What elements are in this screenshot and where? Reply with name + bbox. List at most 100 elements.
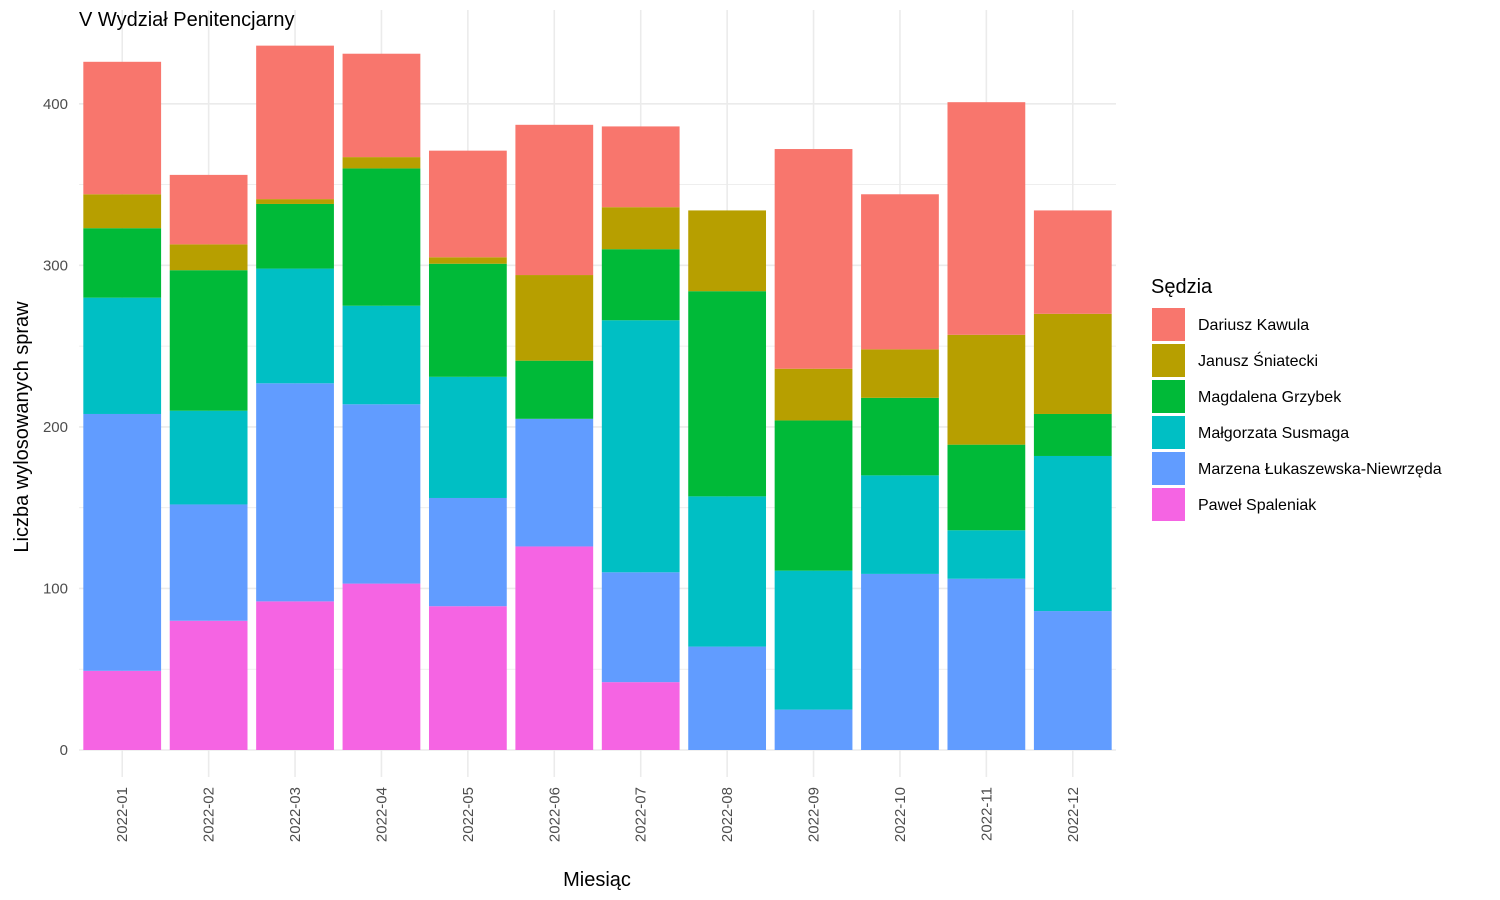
y-tick-label: 200 — [43, 419, 68, 436]
bar-segment — [688, 291, 767, 497]
bar-segment — [688, 496, 767, 647]
legend-label: Janusz Śniatecki — [1198, 351, 1318, 370]
x-tick-label: 2022-02 — [201, 787, 218, 842]
bar-segment — [774, 149, 853, 369]
y-tick-label: 400 — [43, 96, 68, 113]
x-tick-label: 2022-08 — [719, 787, 736, 842]
bars — [83, 45, 1112, 750]
bar-segment — [1033, 455, 1112, 612]
legend-label: Paweł Spaleniak — [1198, 497, 1317, 514]
bar-segment — [428, 497, 507, 607]
bar-segment — [428, 376, 507, 498]
bar-segment — [947, 444, 1026, 531]
y-axis-title: Liczba wylosowanych spraw — [11, 301, 33, 553]
bar-segment — [601, 126, 680, 208]
bar-segment — [1033, 210, 1112, 314]
x-tick-label: 2022-06 — [546, 787, 563, 842]
bar-segment — [256, 383, 334, 602]
bar-segment — [83, 228, 162, 298]
bar-segment — [428, 606, 507, 750]
legend-key — [1152, 380, 1185, 413]
bar-segment — [83, 61, 162, 195]
bar-segment — [947, 530, 1026, 579]
bar-segment — [861, 475, 939, 574]
bar-segment — [1033, 313, 1112, 414]
bar-segment — [256, 601, 334, 750]
x-axis-ticks: 2022-01 2022-02 2022-03 2022-04 2022-05 2022-… — [114, 787, 1082, 842]
legend-label: Dariusz Kawula — [1198, 317, 1309, 334]
bar-segment — [515, 360, 594, 419]
bar-segment — [515, 124, 594, 276]
bar-segment — [1033, 611, 1112, 750]
bar-segment — [515, 418, 594, 547]
legend-key — [1152, 308, 1185, 341]
x-tick-label: 2022-04 — [373, 787, 390, 842]
x-tick-label: 2022-10 — [892, 787, 909, 842]
bar-segment — [342, 53, 421, 158]
bar-segment — [428, 263, 507, 377]
bar-segment — [83, 297, 162, 414]
bar-segment — [601, 572, 680, 683]
bar-segment — [342, 157, 421, 169]
x-axis-title: Miesiąc — [563, 869, 631, 891]
bar-segment — [342, 168, 421, 306]
x-tick-label: 2022-11 — [978, 787, 995, 841]
bar-segment — [428, 257, 507, 264]
legend-key — [1152, 344, 1185, 377]
y-axis-ticks: 0 100 200 300 400 — [43, 96, 68, 759]
legend-key — [1152, 452, 1185, 485]
bar-segment — [1033, 413, 1112, 456]
bar-segment — [83, 194, 162, 229]
bar-segment — [256, 268, 334, 384]
legend-key — [1152, 488, 1185, 521]
bar-segment — [169, 270, 248, 411]
bar-segment — [169, 410, 248, 505]
legend: Sędzia Dariusz Kawula Janusz Śniatecki Mag… — [1151, 276, 1442, 521]
bar-segment — [861, 573, 939, 750]
bar-segment — [601, 249, 680, 321]
bar-segment — [342, 404, 421, 584]
y-tick-label: 0 — [60, 742, 68, 759]
bar-segment — [515, 546, 594, 750]
bar-segment — [774, 709, 853, 750]
x-tick-label: 2022-12 — [1065, 787, 1082, 842]
bar-segment — [774, 570, 853, 710]
legend-key — [1152, 416, 1185, 449]
bar-segment — [688, 210, 767, 292]
bar-segment — [515, 275, 594, 361]
bar-segment — [256, 199, 334, 204]
x-tick-label: 2022-07 — [633, 787, 650, 842]
bar-segment — [428, 150, 507, 258]
bar-segment — [774, 368, 853, 421]
bar-segment — [861, 349, 939, 398]
bar-segment — [342, 583, 421, 750]
bar-segment — [342, 305, 421, 405]
bar-segment — [169, 620, 248, 750]
x-tick-label: 2022-01 — [114, 787, 131, 842]
bar-segment — [169, 174, 248, 245]
x-tick-label: 2022-03 — [287, 787, 304, 842]
x-tick-label: 2022-09 — [806, 787, 823, 842]
bar-segment — [83, 670, 162, 750]
legend-title: Sędzia — [1151, 276, 1213, 298]
chart-title: V Wydział Penitencjarny — [79, 9, 294, 31]
bar-segment — [947, 578, 1026, 750]
bar-segment — [256, 45, 334, 200]
bar-segment — [688, 646, 767, 750]
legend-label: Małgorzata Susmaga — [1198, 425, 1349, 442]
bar-segment — [601, 207, 680, 250]
bar-segment — [947, 102, 1026, 335]
y-tick-label: 100 — [43, 580, 68, 597]
bar-segment — [947, 334, 1026, 445]
bar-segment — [601, 682, 680, 750]
bar-segment — [169, 244, 248, 271]
bar-segment — [861, 397, 939, 476]
bar-segment — [861, 194, 939, 350]
bar-segment — [256, 203, 334, 269]
bar-segment — [169, 504, 248, 621]
legend-label: Magdalena Grzybek — [1198, 389, 1342, 406]
bar-segment — [83, 413, 162, 671]
bar-segment — [601, 320, 680, 573]
x-tick-label: 2022-05 — [460, 787, 477, 842]
